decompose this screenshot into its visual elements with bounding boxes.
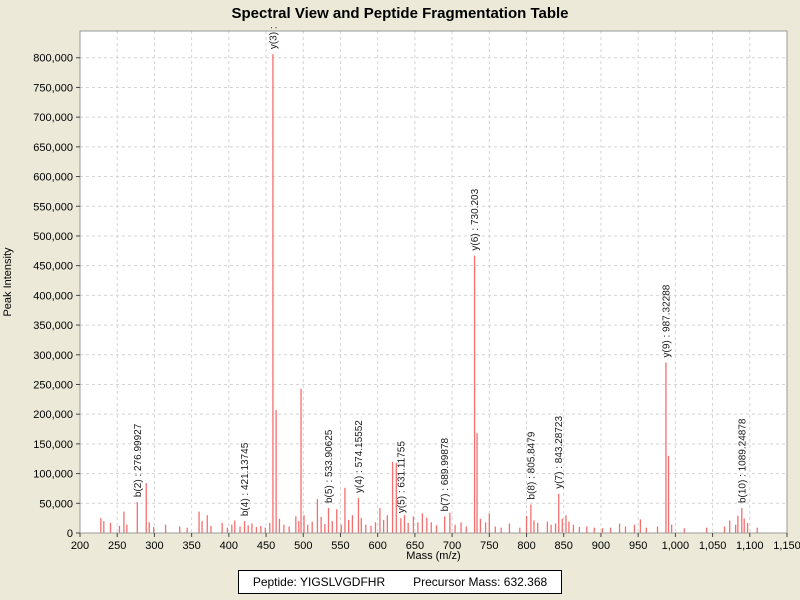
peak-label: b(10) : 1089.24878	[737, 418, 748, 503]
x-tick-label: 200	[71, 540, 89, 552]
x-tick-label: 550	[331, 540, 349, 552]
peak-label: y(3) :	[268, 26, 279, 49]
x-tick-label: 600	[369, 540, 387, 552]
chart-title: Spectral View and Peptide Fragmentation …	[231, 5, 569, 22]
peak-label: y(7) : 843.28723	[554, 416, 565, 489]
y-tick-label: 550,000	[33, 201, 73, 213]
x-tick-label: 1,150	[773, 540, 800, 552]
y-tick-label: 100,000	[33, 469, 73, 481]
precursor-mass-text: Precursor Mass: 632.368	[413, 575, 548, 589]
x-tick-label: 500	[294, 540, 312, 552]
x-tick-label: 450	[257, 540, 275, 552]
y-tick-label: 300,000	[33, 350, 73, 362]
x-axis-title: Mass (m/z)	[406, 550, 461, 562]
y-tick-label: 0	[67, 528, 73, 540]
plot-background	[80, 31, 787, 533]
x-tick-label: 950	[629, 540, 647, 552]
x-tick-label: 750	[480, 540, 498, 552]
x-tick-label: 300	[145, 540, 163, 552]
peptide-text: Peptide: YIGSLVGDFHR	[252, 575, 386, 589]
x-tick-label: 850	[555, 540, 573, 552]
y-tick-label: 500,000	[33, 231, 73, 243]
peak-label: y(5) : 631.11755	[396, 441, 407, 514]
y-tick-label: 650,000	[33, 142, 73, 154]
y-tick-label: 50,000	[39, 498, 73, 510]
plot-frame	[79, 30, 788, 534]
peak-label: y(4) : 574.15552	[354, 420, 365, 493]
status-bar: Peptide: YIGSLVGDFHR Precursor Mass: 632…	[0, 570, 800, 594]
x-tick-label: 1,000	[662, 540, 690, 552]
y-tick-label: 350,000	[33, 320, 73, 332]
x-tick-label: 1,050	[699, 540, 727, 552]
y-tick-label: 150,000	[33, 439, 73, 451]
peak-label: y(6) : 730.203	[470, 188, 481, 250]
y-tick-label: 200,000	[33, 409, 73, 421]
peak-label: b(2) : 276.99927	[133, 423, 144, 497]
y-tick-label: 700,000	[33, 112, 73, 124]
status-box: Peptide: YIGSLVGDFHR Precursor Mass: 632…	[237, 570, 563, 594]
y-tick-label: 600,000	[33, 172, 73, 184]
x-tick-label: 350	[182, 540, 200, 552]
y-axis-title: Peak Intensity	[2, 247, 14, 317]
y-tick-label: 400,000	[33, 290, 73, 302]
y-tick-label: 750,000	[33, 82, 73, 94]
x-tick-label: 250	[108, 540, 126, 552]
peak-label: b(5) : 533.90625	[324, 429, 335, 503]
peak-label: b(8) : 805.8479	[526, 431, 537, 499]
y-tick-label: 450,000	[33, 261, 73, 273]
x-tick-label: 900	[592, 540, 610, 552]
peak-label: b(4) : 421.13745	[240, 442, 251, 516]
x-tick-label: 1,100	[736, 540, 764, 552]
x-tick-label: 400	[220, 540, 238, 552]
peak-label: b(7) : 689.99878	[440, 438, 451, 512]
peak-label: y(9) : 987.32288	[661, 284, 672, 357]
x-tick-label: 800	[517, 540, 535, 552]
x-tick-label: 650	[406, 540, 424, 552]
y-tick-label: 800,000	[33, 53, 73, 65]
x-tick-label: 700	[443, 540, 461, 552]
y-tick-label: 250,000	[33, 379, 73, 391]
